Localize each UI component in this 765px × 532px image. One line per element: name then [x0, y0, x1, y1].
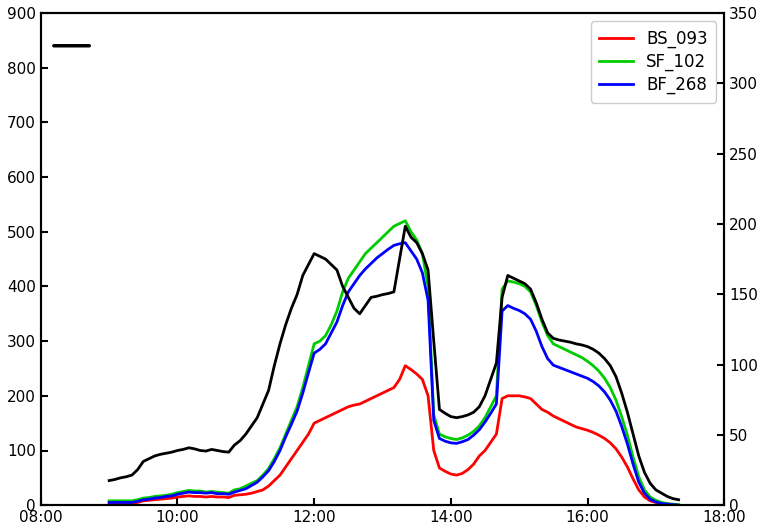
BS_093 — [366, 395, 376, 402]
BS_093 — [247, 490, 256, 496]
BS_093 — [145, 497, 154, 503]
BS_093 — [452, 472, 461, 478]
Legend: BS_093, SF_102, BF_268: BS_093, SF_102, BF_268 — [591, 21, 716, 103]
SF_102 — [674, 502, 683, 508]
BF_268 — [366, 260, 376, 267]
BS_093 — [105, 501, 114, 507]
SF_102 — [452, 436, 461, 443]
SF_102 — [509, 279, 518, 285]
SF_102 — [537, 319, 546, 325]
BS_093 — [537, 406, 546, 413]
Line: BS_093: BS_093 — [109, 365, 679, 505]
Line: SF_102: SF_102 — [109, 221, 679, 505]
SF_102 — [401, 218, 410, 224]
BF_268 — [452, 440, 461, 446]
BS_093 — [509, 393, 518, 399]
BF_268 — [247, 483, 256, 489]
BF_268 — [401, 239, 410, 246]
BF_268 — [509, 305, 518, 312]
SF_102 — [366, 245, 376, 251]
BF_268 — [674, 502, 683, 509]
BF_268 — [105, 499, 114, 505]
SF_102 — [145, 494, 154, 501]
SF_102 — [247, 480, 256, 486]
BF_268 — [537, 343, 546, 350]
SF_102 — [105, 497, 114, 504]
BS_093 — [674, 502, 683, 509]
BF_268 — [145, 496, 154, 502]
Line: BF_268: BF_268 — [109, 243, 679, 505]
BS_093 — [401, 362, 410, 369]
